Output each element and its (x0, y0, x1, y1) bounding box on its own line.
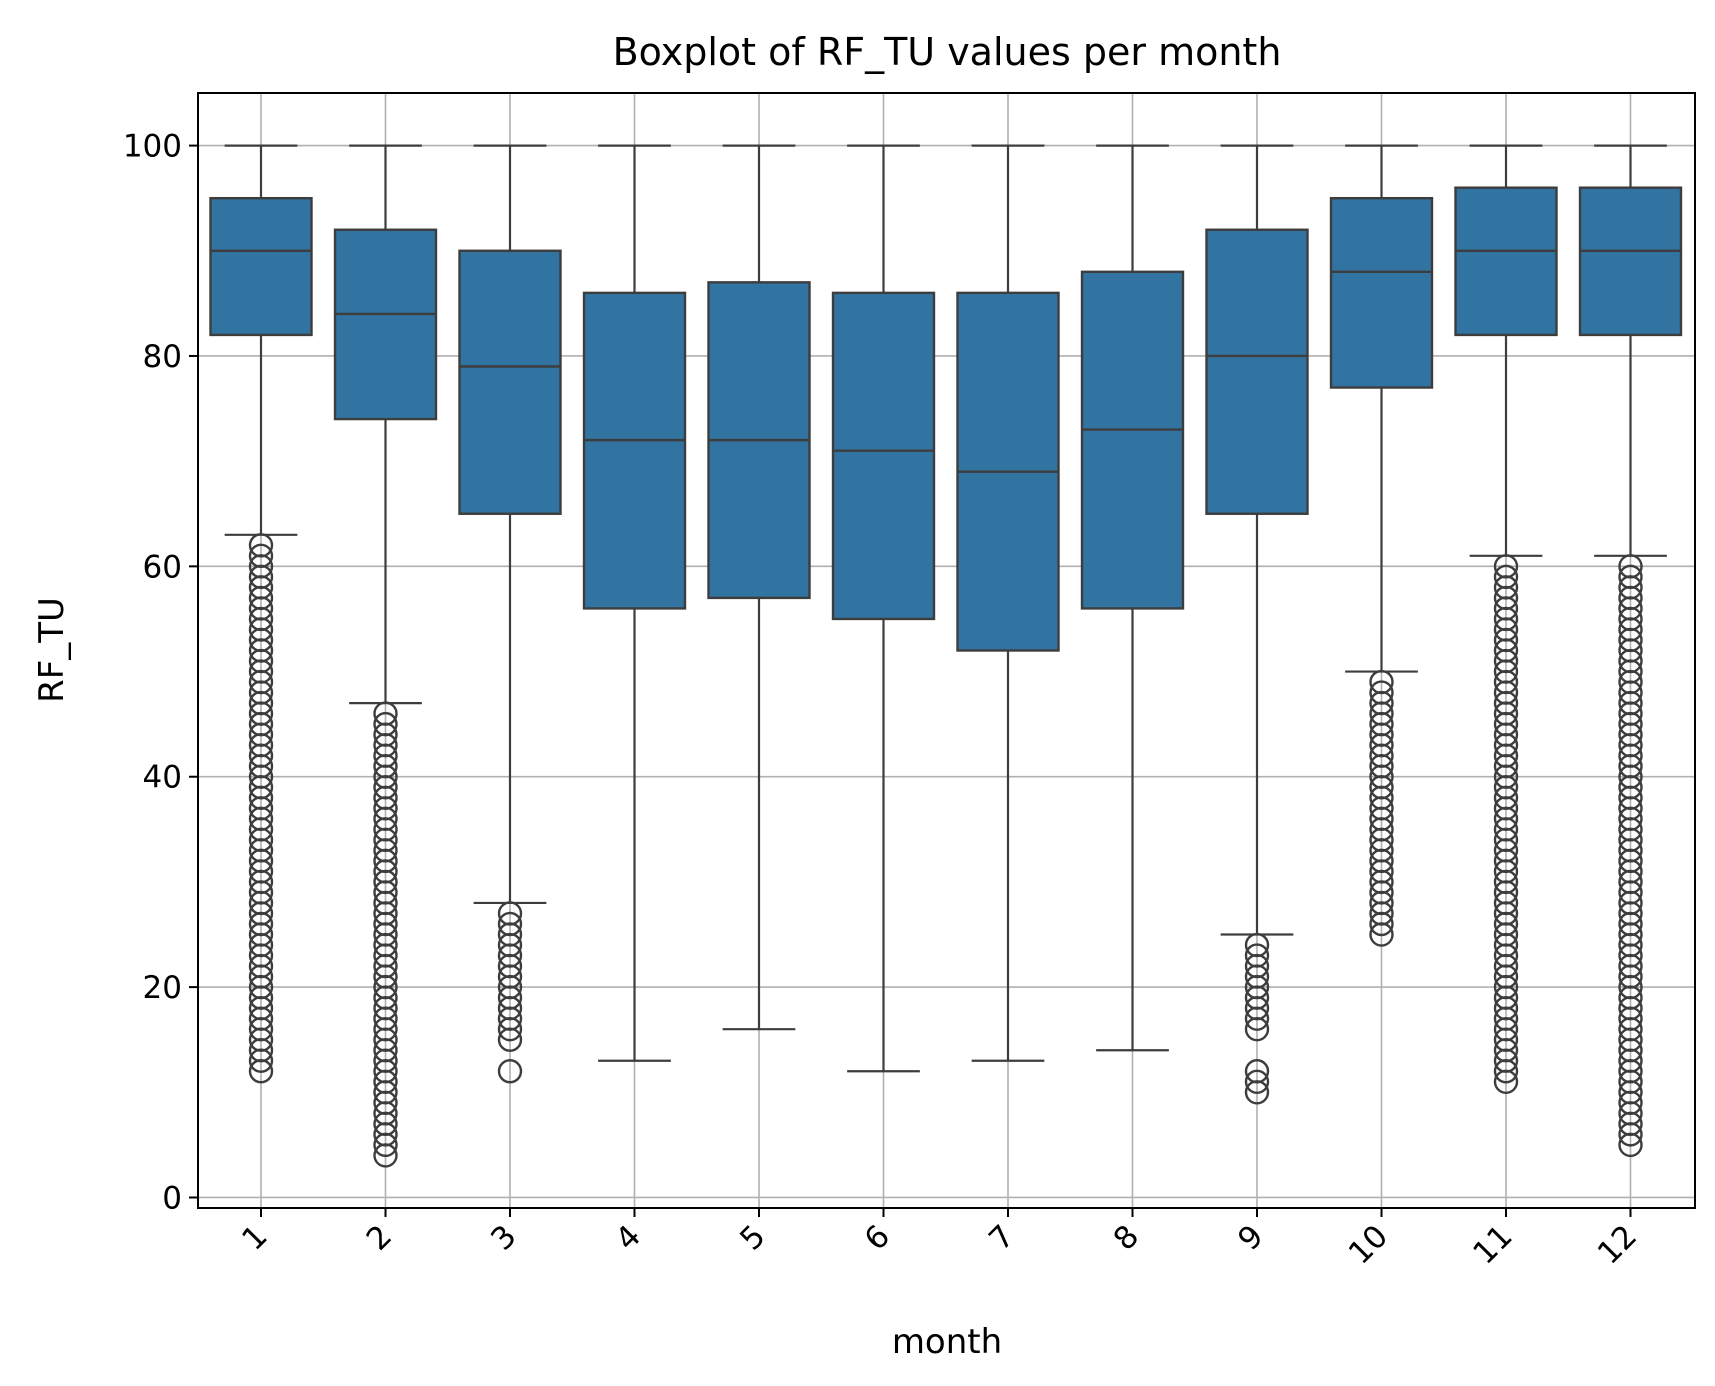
y-tick-label: 100 (123, 129, 182, 165)
x-axis-label: month (892, 1322, 1002, 1362)
chart-title: Boxplot of RF_TU values per month (613, 30, 1282, 74)
box-month-11 (1454, 144, 1558, 1094)
box-month-9 (1205, 144, 1309, 1105)
iqr-box (333, 228, 438, 421)
box-month-2 (333, 144, 438, 1168)
outlier-point (1369, 669, 1394, 695)
plot-area-frame (197, 92, 1696, 1209)
outlier-point (373, 701, 398, 726)
iqr-box (582, 291, 687, 610)
box-series (209, 144, 1683, 1168)
iqr-box (458, 249, 562, 515)
outlier-point (248, 543, 274, 569)
iqr-box (1578, 186, 1683, 337)
outlier-point (1493, 554, 1519, 579)
iqr-box (209, 196, 313, 337)
y-tick-label: 0 (162, 1180, 182, 1216)
box-month-4 (582, 144, 687, 1062)
outlier-point (497, 911, 523, 937)
y-tick-label: 80 (143, 339, 182, 375)
box-month-3 (458, 144, 562, 1084)
box-month-10 (1329, 144, 1434, 947)
outlier-point (248, 533, 274, 558)
y-tick-label: 40 (143, 760, 182, 796)
y-axis-label: RF_TU (32, 597, 72, 703)
box-month-5 (707, 144, 811, 1031)
outlier-point (1244, 943, 1270, 968)
outlier-point (1493, 564, 1519, 590)
outlier-point (1244, 1069, 1270, 1094)
outlier-point (1618, 564, 1643, 590)
outlier-point (1618, 554, 1643, 579)
iqr-box (1205, 228, 1309, 515)
iqr-box (1080, 270, 1185, 610)
outlier-point (1369, 680, 1394, 705)
outlier-point (1244, 932, 1270, 958)
outlier-point (1244, 1059, 1270, 1084)
outlier-point (497, 1059, 523, 1084)
iqr-box (1329, 196, 1434, 389)
box-month-6 (831, 144, 936, 1073)
box-month-7 (956, 144, 1060, 1062)
box-month-8 (1080, 144, 1185, 1052)
box-month-12 (1578, 144, 1683, 1158)
box-month-1 (209, 144, 313, 1084)
y-tick-label: 20 (143, 970, 182, 1006)
y-tick-label: 60 (143, 549, 182, 585)
y-axis-ticks: 0 20 40 60 80 100 (123, 129, 198, 1216)
iqr-box (1454, 186, 1558, 337)
outlier-point (497, 901, 523, 926)
iqr-box (831, 291, 936, 621)
outlier-point (373, 711, 398, 737)
